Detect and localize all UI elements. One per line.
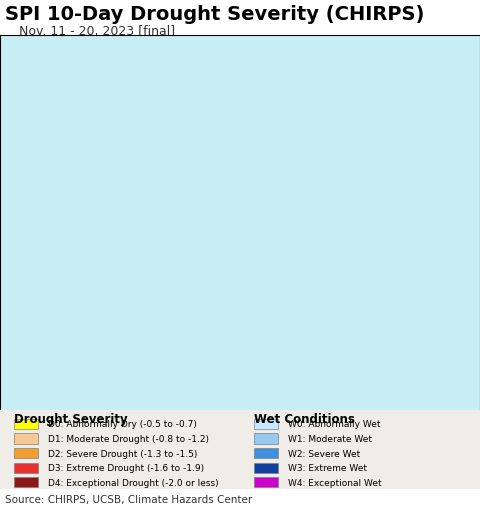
Text: Drought Severity: Drought Severity: [14, 412, 128, 425]
Text: D2: Severe Drought (-1.3 to -1.5): D2: Severe Drought (-1.3 to -1.5): [48, 448, 197, 458]
Bar: [254, 463, 278, 473]
Bar: [14, 419, 38, 429]
Bar: [254, 477, 278, 488]
Bar: [14, 477, 38, 488]
Text: W3: Extreme Wet: W3: Extreme Wet: [288, 463, 367, 472]
Text: SPI 10-Day Drought Severity (CHIRPS): SPI 10-Day Drought Severity (CHIRPS): [5, 5, 424, 24]
Text: D1: Moderate Drought (-0.8 to -1.2): D1: Moderate Drought (-0.8 to -1.2): [48, 434, 209, 443]
Text: Source: CHIRPS, UCSB, Climate Hazards Center: Source: CHIRPS, UCSB, Climate Hazards Ce…: [5, 494, 252, 504]
Bar: [14, 448, 38, 458]
Text: W2: Severe Wet: W2: Severe Wet: [288, 448, 360, 458]
Text: W1: Moderate Wet: W1: Moderate Wet: [288, 434, 372, 443]
Bar: [14, 463, 38, 473]
Text: W0: Abnormally Wet: W0: Abnormally Wet: [288, 419, 381, 429]
Text: Nov. 11 - 20, 2023 [final]: Nov. 11 - 20, 2023 [final]: [19, 25, 175, 38]
Bar: [14, 434, 38, 444]
Bar: [254, 434, 278, 444]
Bar: [254, 419, 278, 429]
Text: D3: Extreme Drought (-1.6 to -1.9): D3: Extreme Drought (-1.6 to -1.9): [48, 463, 204, 472]
Text: Wet Conditions: Wet Conditions: [254, 412, 355, 425]
Text: D4: Exceptional Drought (-2.0 or less): D4: Exceptional Drought (-2.0 or less): [48, 478, 218, 487]
Text: W4: Exceptional Wet: W4: Exceptional Wet: [288, 478, 382, 487]
Text: D0: Abnormally Dry (-0.5 to -0.7): D0: Abnormally Dry (-0.5 to -0.7): [48, 419, 197, 429]
Bar: [254, 448, 278, 458]
